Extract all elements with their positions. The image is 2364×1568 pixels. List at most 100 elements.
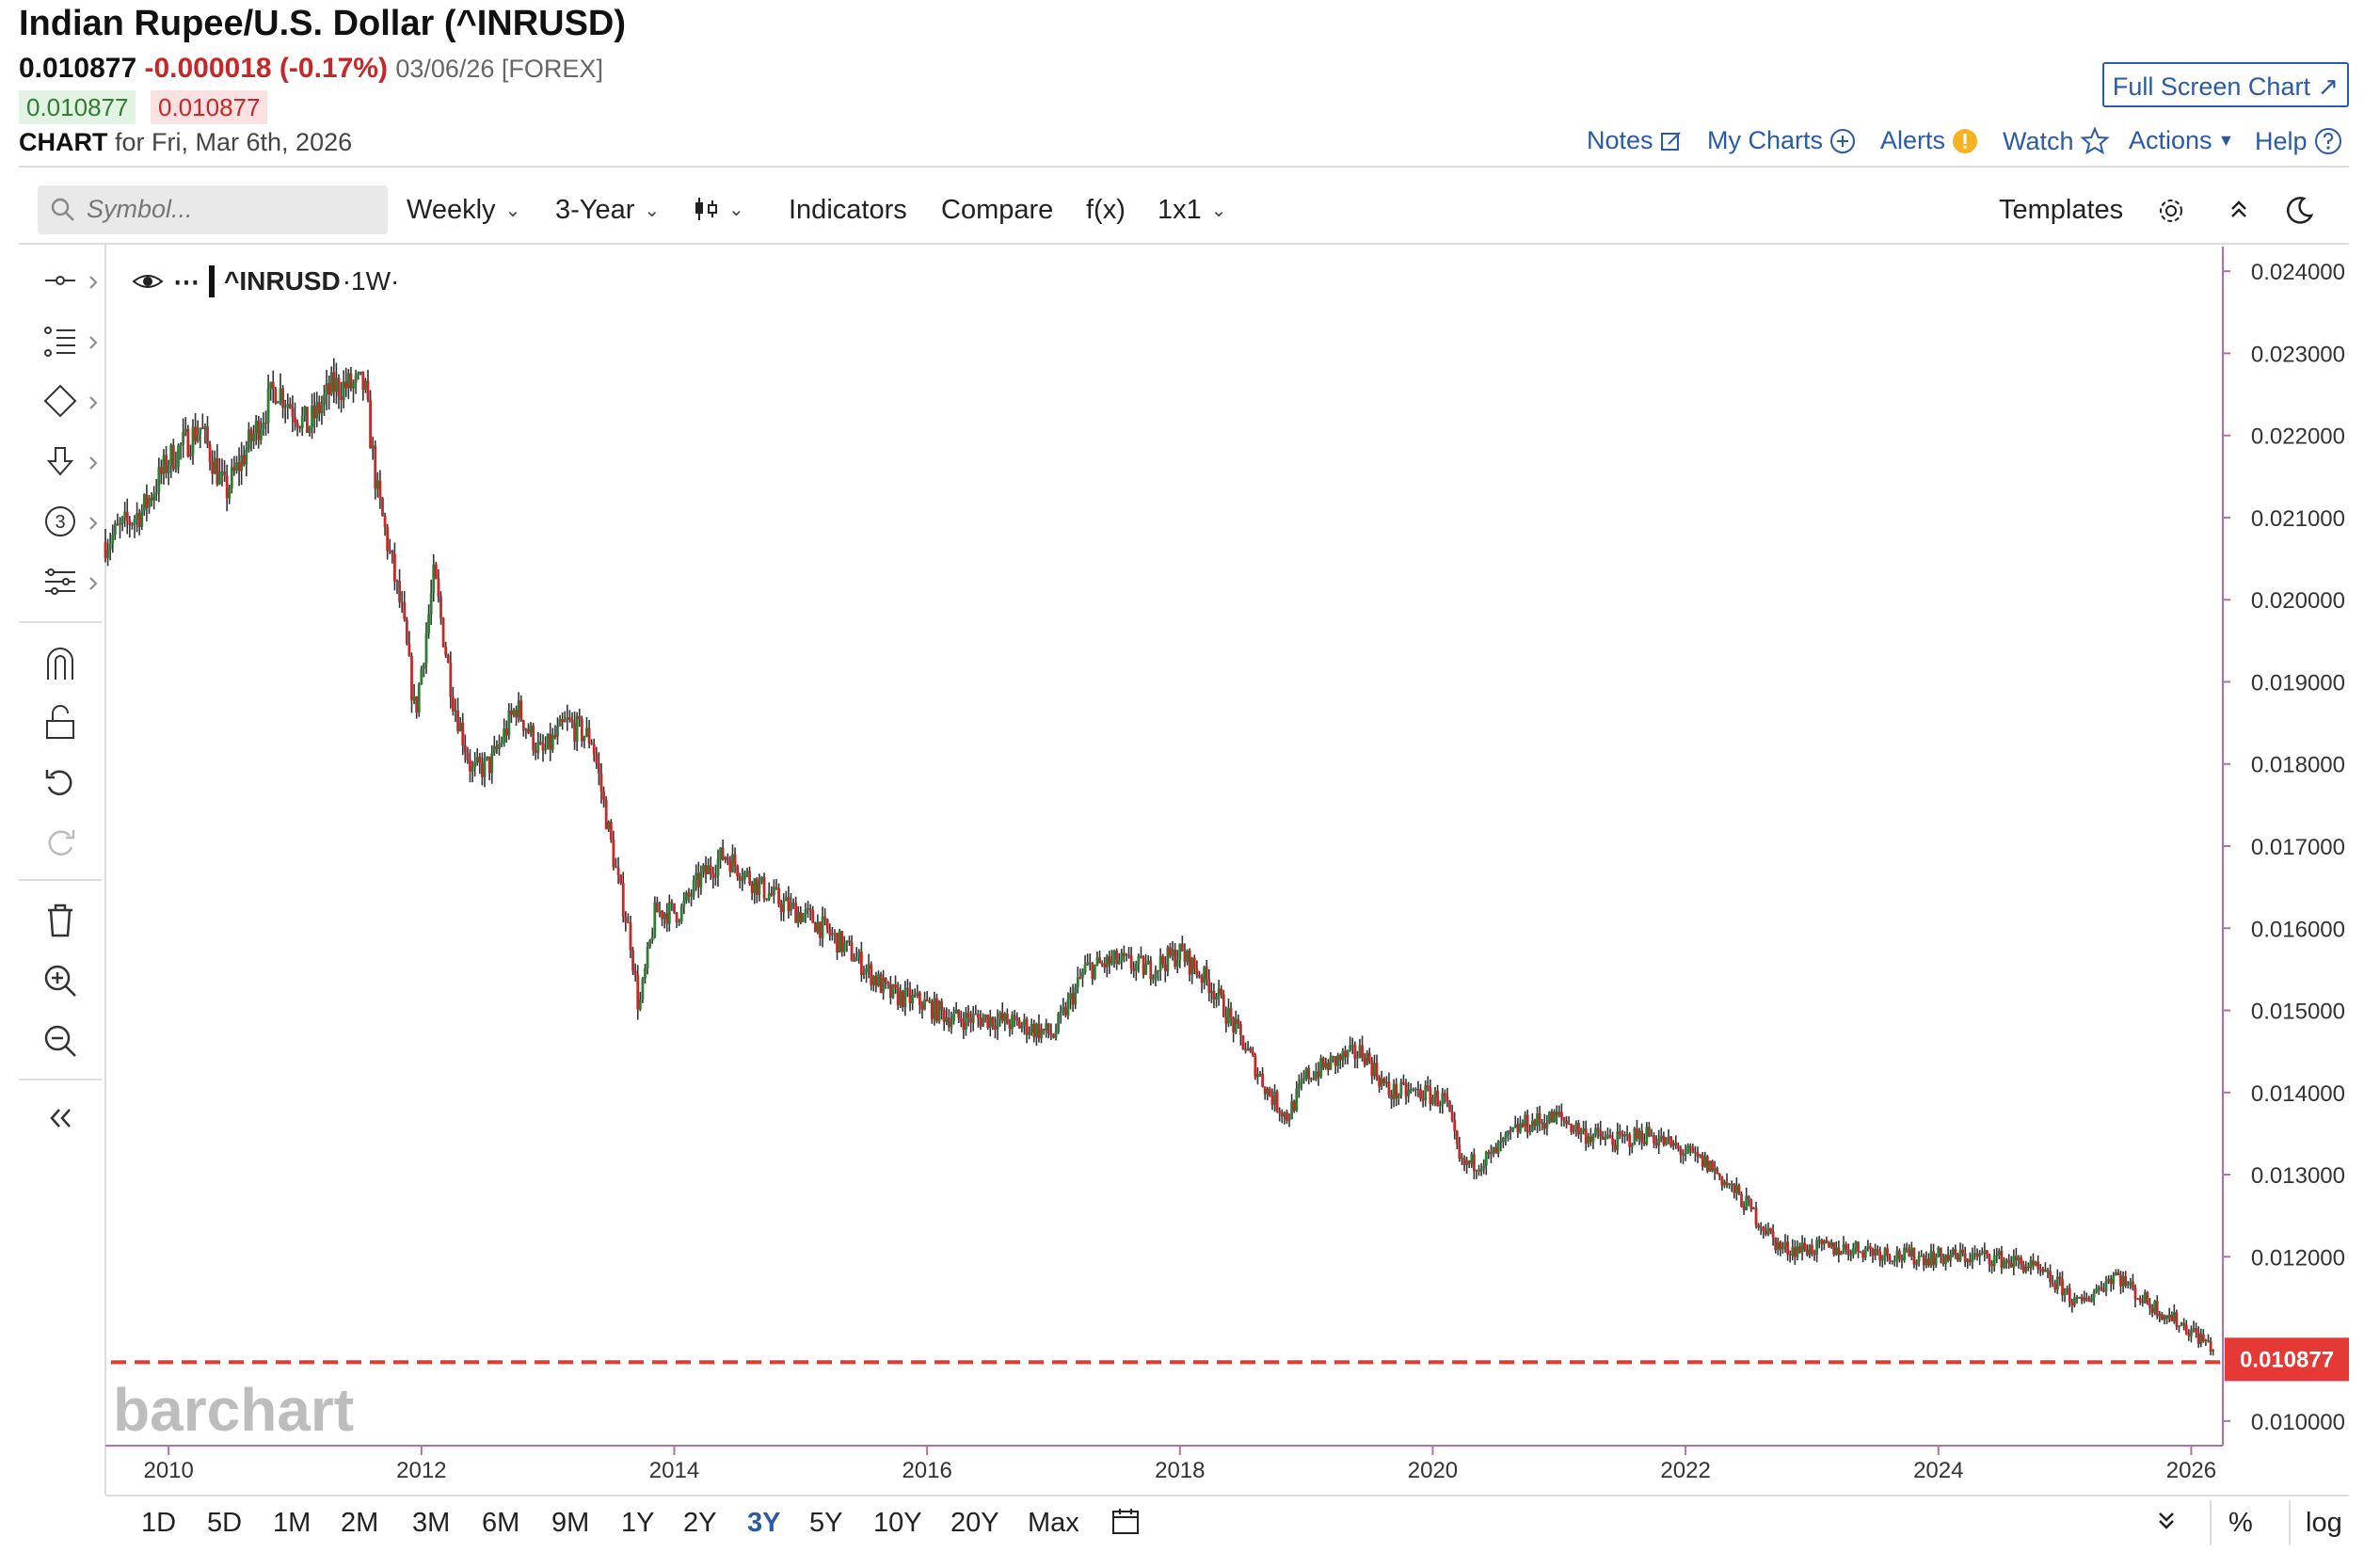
more-icon[interactable]: ⋯	[173, 266, 200, 296]
date-range-button[interactable]	[1110, 1506, 1141, 1541]
fib-tool[interactable]	[36, 316, 85, 365]
candle-body	[1496, 1141, 1500, 1154]
collapse-tools-button[interactable]	[36, 1094, 85, 1143]
candle-body	[296, 423, 299, 427]
number-tool[interactable]: 3	[36, 497, 85, 546]
candle-body	[332, 372, 336, 392]
candle-body	[354, 375, 358, 384]
range-button-6m[interactable]: 6M	[482, 1508, 520, 1538]
candle-body	[340, 396, 343, 400]
range-button-3y[interactable]: 3Y	[747, 1508, 781, 1538]
watch-link[interactable]: Watch	[2003, 126, 2110, 156]
candle-body	[325, 383, 328, 395]
candle-body	[811, 910, 815, 923]
percent-toggle[interactable]: %	[2228, 1508, 2253, 1538]
chart-type-select[interactable]: ⌄	[693, 195, 744, 223]
dark-mode-toggle[interactable]	[2283, 195, 2315, 227]
collapse-header-button[interactable]	[2225, 195, 2253, 223]
candle-body	[1874, 1249, 1877, 1256]
magnet-tool[interactable]	[36, 638, 85, 687]
full-screen-chart-button[interactable]: Full Screen Chart ↗	[2102, 62, 2349, 107]
line-tool[interactable]	[36, 256, 85, 305]
candle-body	[364, 380, 367, 391]
candle-body	[1098, 957, 1101, 964]
measure-tool[interactable]	[36, 557, 85, 606]
candle-body	[498, 744, 501, 749]
candle-body	[312, 406, 316, 419]
candle-body	[1382, 1079, 1386, 1083]
log-toggle[interactable]: log	[2306, 1508, 2342, 1538]
range-button-3m[interactable]: 3M	[412, 1508, 451, 1538]
help-link[interactable]: Help	[2255, 126, 2343, 156]
symbol-search[interactable]: Symbol...	[38, 185, 388, 234]
candle-body	[743, 872, 746, 880]
arrow-tool[interactable]	[36, 437, 85, 486]
redo-button[interactable]	[36, 819, 85, 868]
candle-body	[1548, 1112, 1551, 1124]
candle-body	[2114, 1272, 2117, 1275]
range-button-9m[interactable]: 9M	[551, 1508, 590, 1538]
search-input[interactable]: Symbol...	[87, 195, 193, 223]
range-button-10y[interactable]: 10Y	[873, 1508, 922, 1538]
range-button-5d[interactable]: 5D	[207, 1508, 243, 1538]
candle-body	[1450, 1111, 1454, 1121]
candle-body	[1278, 1111, 1282, 1113]
candle-body	[1869, 1246, 1872, 1249]
candle-body	[1781, 1246, 1784, 1250]
zoom-out-button[interactable]	[36, 1016, 85, 1065]
candle-body	[515, 710, 518, 718]
undo-button[interactable]	[36, 759, 85, 808]
range-button-1d[interactable]: 1D	[141, 1508, 177, 1538]
my-charts-link[interactable]: My Charts	[1707, 126, 1857, 155]
templates-button[interactable]: Templates	[1999, 195, 2124, 225]
layout-select[interactable]: 1x1 ⌄	[1158, 195, 1227, 226]
range-button-20y[interactable]: 20Y	[950, 1508, 999, 1538]
delete-button[interactable]	[36, 896, 85, 945]
candle-body	[1557, 1112, 1561, 1116]
shape-tool[interactable]	[36, 376, 85, 425]
candle-body	[862, 972, 866, 976]
candle-body	[695, 872, 698, 881]
alert-icon	[1953, 128, 1978, 153]
range-button-2y[interactable]: 2Y	[683, 1508, 717, 1538]
candle-body	[2032, 1260, 2035, 1266]
candle-body	[619, 874, 623, 884]
candle-body	[896, 986, 900, 1006]
candle-body	[2084, 1297, 2088, 1302]
layout-label: 1x1	[1158, 195, 1202, 225]
candle-body	[994, 1025, 997, 1031]
candle-body	[323, 394, 326, 405]
candle-body	[1708, 1160, 1712, 1172]
expand-bottom-button[interactable]	[2153, 1506, 2180, 1539]
range-button-1m[interactable]: 1M	[273, 1508, 311, 1538]
candle-body	[1633, 1128, 1637, 1145]
candle-body	[641, 978, 645, 1000]
notes-link[interactable]: Notes	[1587, 126, 1684, 155]
candle-body	[738, 875, 742, 881]
alerts-link[interactable]: Alerts	[1880, 126, 1979, 155]
compare-button[interactable]: Compare	[941, 195, 1054, 225]
candle-body	[828, 929, 832, 936]
range-button-1y[interactable]: 1Y	[621, 1508, 655, 1538]
indicators-button[interactable]: Indicators	[789, 195, 907, 225]
eye-icon[interactable]	[132, 270, 164, 293]
actions-menu[interactable]: Actions ▼	[2129, 126, 2234, 155]
candle-body	[1251, 1050, 1254, 1056]
range-button-5y[interactable]: 5Y	[809, 1508, 843, 1538]
candle-body	[833, 933, 837, 935]
range-select[interactable]: 3-Year ⌄	[555, 195, 660, 226]
candle-body	[1332, 1056, 1334, 1058]
range-button-2m[interactable]: 2M	[341, 1508, 379, 1538]
settings-button[interactable]	[2155, 195, 2187, 227]
candle-body	[1011, 1015, 1014, 1030]
interval-select[interactable]: Weekly ⌄	[407, 195, 520, 226]
candle-body	[1762, 1226, 1765, 1232]
fx-button[interactable]: f(x)	[1086, 195, 1126, 225]
candle-body	[532, 725, 535, 751]
lock-tool[interactable]	[36, 698, 85, 747]
candle-body	[1353, 1044, 1357, 1059]
zoom-in-button[interactable]	[36, 956, 85, 1005]
range-button-max[interactable]: Max	[1028, 1508, 1079, 1538]
candle-body	[998, 1012, 1002, 1019]
